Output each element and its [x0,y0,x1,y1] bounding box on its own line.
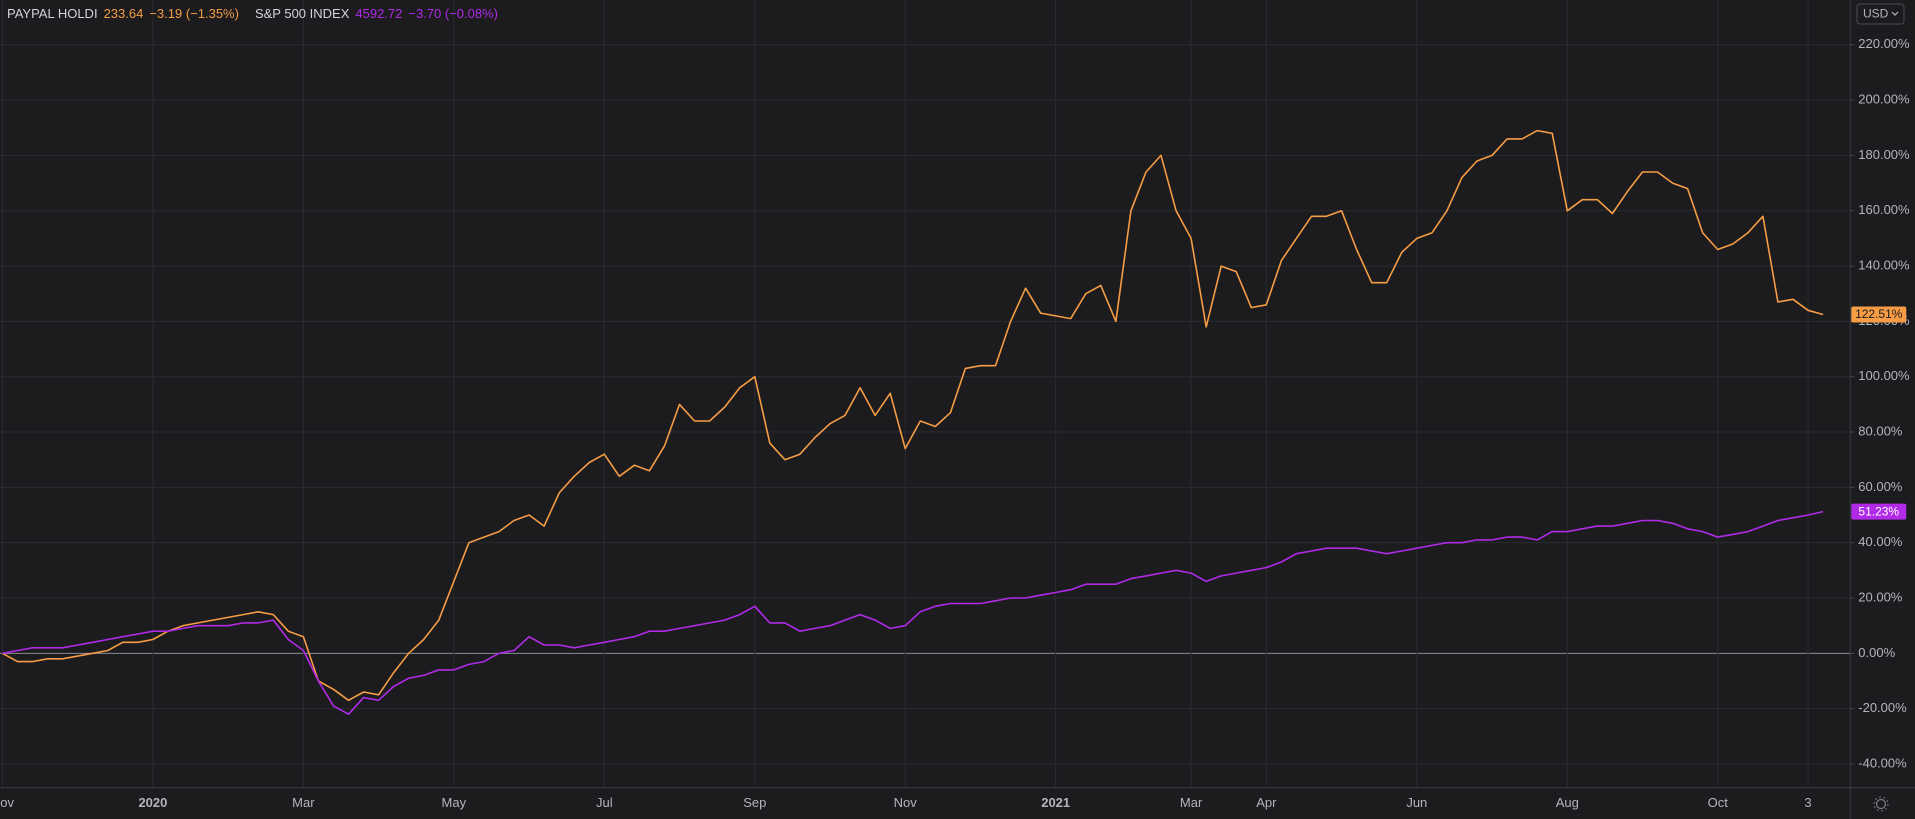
legend-price: 4592.72 [355,6,403,21]
chevron[interactable] [1891,11,1899,16]
gear[interactable] [1875,798,1887,810]
x-tick-label: Mar [292,795,315,810]
x-tick-label: Jul [596,795,613,810]
x-tick-label: Nov [0,795,14,810]
x-tick-label: Nov [894,795,918,810]
legend-item[interactable]: PAYPAL HOLDI 233.64 −3.19 (−1.35%) [7,5,239,23]
grid [0,0,1851,788]
legend: PAYPAL HOLDI 233.64 −3.19 (−1.35%) S&P 500 … [7,5,498,23]
y-tick-label: 160.00% [1858,202,1910,217]
x-tick-label: Oct [1708,795,1729,810]
x-tick-label: 2020 [138,795,167,810]
last-value-tag [1851,503,1907,520]
x-tick-label: Aug [1556,795,1579,810]
x-tick-label: May [442,795,467,810]
y-tick-label: 60.00% [1858,479,1903,494]
y-tick-label: 100.00% [1858,368,1910,383]
series-line [2,510,1824,715]
y-tick-label: 140.00% [1858,258,1910,273]
last-value-tag [1851,306,1907,323]
gear-teeth[interactable] [1873,796,1889,812]
y-tick-label: 200.00% [1858,92,1910,107]
legend-name: PAYPAL HOLDI [7,6,98,21]
y-tick-label: 20.00% [1858,589,1903,604]
y-tick-label: 180.00% [1858,147,1910,162]
x-tick-label: Sep [743,795,766,810]
legend-name: S&P 500 INDEX [254,6,350,21]
y-tick-label: 40.00% [1858,534,1903,549]
y-tick-label: -20.00% [1858,700,1907,715]
y-tick-label: 0.00% [1858,645,1895,660]
currency-button[interactable]: USD [1856,3,1905,25]
x-tick-label: 3 [1804,795,1811,810]
y-tick-label: -40.00% [1858,755,1907,770]
legend-change: −3.70 (−0.08%) [408,6,498,21]
x-tick-label: 2021 [1041,795,1070,810]
currency-label[interactable]: USD [1863,7,1889,21]
last-value-label: 122.51% [1855,307,1903,321]
x-tick-label: Mar [1180,795,1203,810]
x-tick-label: Apr [1256,795,1277,810]
legend-item[interactable]: S&P 500 INDEX 4592.72 −3.70 (−0.08%) [255,5,498,23]
y-tick-label: 80.00% [1858,423,1903,438]
x-tick-label: Jun [1406,795,1427,810]
plot [2,129,1824,715]
series-line [2,129,1824,702]
settings-icon[interactable] [1873,796,1889,812]
last-value-label: 51.23% [1858,504,1899,518]
currency-button-frame[interactable] [1856,3,1905,25]
legend-price: 233.64 [103,6,144,21]
y-tick-label: 220.00% [1858,36,1910,51]
legend-change: −3.19 (−1.35%) [149,6,239,21]
